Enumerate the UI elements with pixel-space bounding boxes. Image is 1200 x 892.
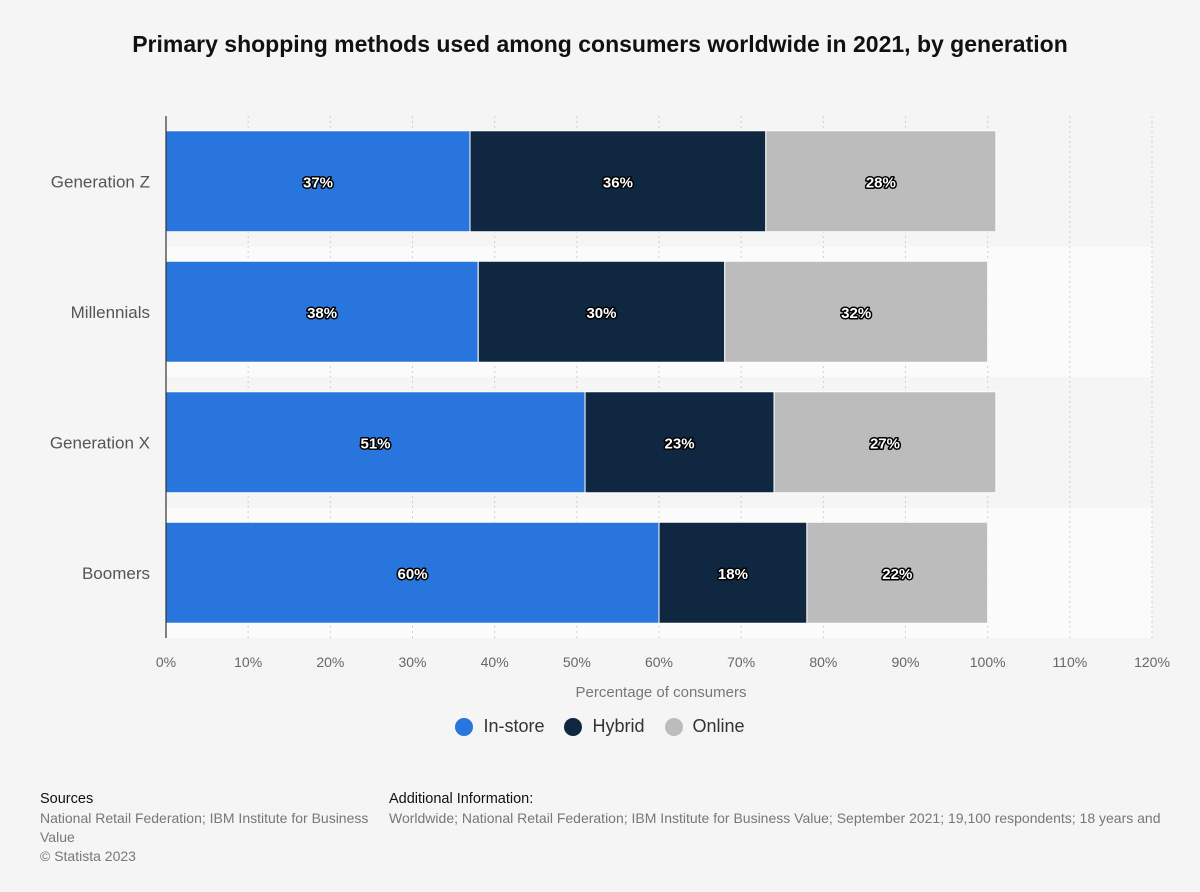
- bar-segment[interactable]: [165, 260, 479, 363]
- copyright: © Statista 2023: [40, 848, 136, 864]
- data-label: 18%: [718, 566, 748, 583]
- additional-info-block: Additional Information: Worldwide; Natio…: [389, 790, 1200, 828]
- x-tick-label: 120%: [1134, 654, 1170, 670]
- info-text: Worldwide; National Retail Federation; I…: [389, 810, 1161, 826]
- x-tick-label: 90%: [891, 654, 919, 670]
- sources-block: Sources National Retail Federation; IBM …: [40, 790, 385, 866]
- data-label: 23%: [665, 435, 695, 452]
- bar-segment[interactable]: [165, 521, 660, 624]
- data-label: 51%: [361, 435, 391, 452]
- stacked-bar-chart: 37% 36% 28% 38% 30% 32% 51% 23% 27% 60% 18% 22% 0% 1…: [50, 116, 1170, 701]
- info-heading: Additional Information:: [389, 791, 534, 807]
- data-label: 22%: [882, 566, 912, 583]
- legend-item[interactable]: Online: [664, 716, 745, 737]
- x-tick-label: 110%: [1052, 654, 1087, 670]
- bar-segment[interactable]: [469, 130, 767, 233]
- category-label: Generation X: [50, 433, 150, 452]
- legend-swatch: [564, 717, 583, 736]
- data-label: 60%: [397, 566, 427, 583]
- x-tick-label: 20%: [316, 654, 344, 670]
- category-label: Boomers: [82, 564, 150, 583]
- bar-segment[interactable]: [584, 391, 775, 494]
- legend-swatch: [455, 717, 474, 736]
- bar-segment[interactable]: [773, 391, 997, 494]
- bar-segment[interactable]: [658, 521, 808, 624]
- x-tick-label: 80%: [809, 654, 837, 670]
- legend-item[interactable]: Hybrid: [564, 716, 645, 737]
- x-tick-label: 70%: [727, 654, 755, 670]
- category-label: Millennials: [71, 303, 150, 322]
- bar-segment[interactable]: [477, 260, 726, 363]
- data-label: 32%: [841, 305, 871, 322]
- bar-segment[interactable]: [765, 130, 997, 233]
- data-label: 30%: [586, 305, 616, 322]
- data-label: 38%: [307, 305, 337, 322]
- x-tick-label: 40%: [481, 654, 509, 670]
- data-label: 28%: [866, 174, 896, 191]
- legend-label: Online: [692, 716, 745, 736]
- legend-label: Hybrid: [592, 716, 645, 736]
- bar-segment[interactable]: [724, 260, 989, 363]
- legend-label: In-store: [483, 716, 545, 736]
- x-tick-label: 10%: [234, 654, 262, 670]
- data-label: 37%: [303, 174, 333, 191]
- x-tick-label: 0%: [156, 654, 176, 670]
- bar-segment[interactable]: [165, 391, 586, 494]
- x-axis-title: Percentage of consumers: [576, 684, 747, 701]
- legend-swatch: [664, 717, 683, 736]
- bar-segment[interactable]: [806, 521, 989, 624]
- data-label: 36%: [603, 174, 633, 191]
- x-tick-label: 60%: [645, 654, 673, 670]
- x-tick-label: 50%: [563, 654, 591, 670]
- chart-title: Primary shopping methods used among cons…: [132, 31, 1068, 57]
- x-tick-label: 100%: [970, 654, 1006, 670]
- sources-text: National Retail Federation; IBM Institut…: [40, 810, 369, 845]
- x-tick-label: 30%: [398, 654, 426, 670]
- chart-legend: In-store Hybrid Online: [0, 716, 1200, 741]
- sources-heading: Sources: [40, 791, 94, 807]
- data-label: 27%: [870, 435, 900, 452]
- legend-item[interactable]: In-store: [455, 716, 544, 737]
- category-label: Generation Z: [51, 172, 150, 191]
